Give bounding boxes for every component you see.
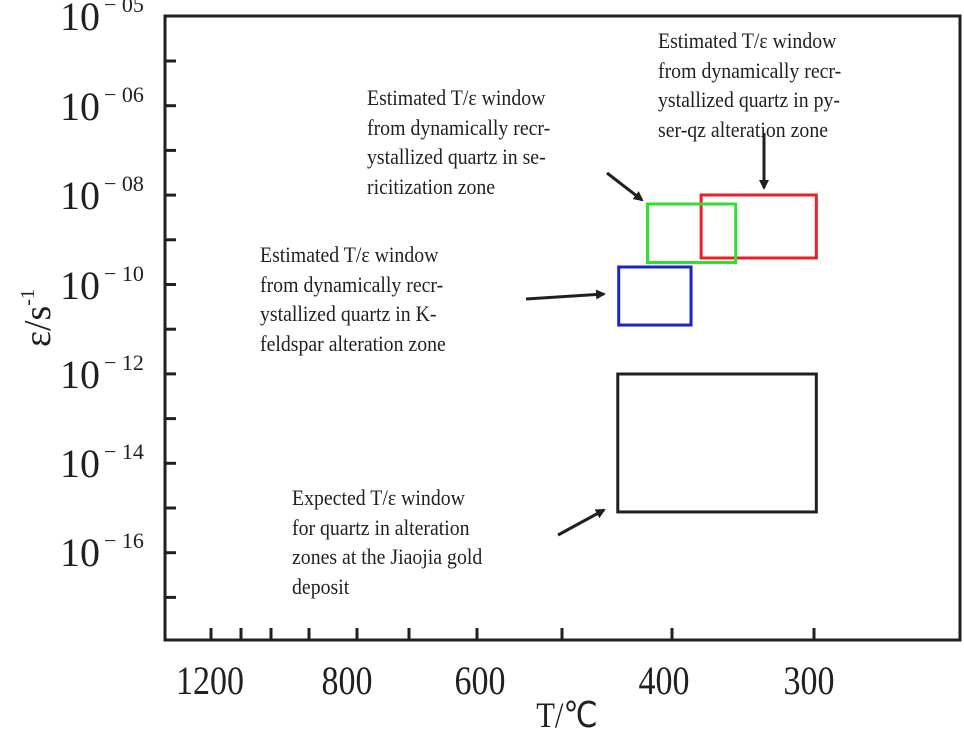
window-rect-2 — [617, 265, 693, 327]
annotation-line: from dynamically recr- — [658, 57, 842, 83]
annotation-line: ystallized quartz in se- — [367, 144, 546, 169]
annotation-line: Estimated T/ε window — [367, 85, 546, 110]
annotation-line: for quartz in alteration — [292, 514, 470, 540]
arrow-kfeldspar — [525, 289, 606, 301]
y-tick-label: 10− 10 — [60, 261, 144, 308]
annotation-line: deposit — [292, 573, 350, 599]
annotation-line: from dynamically recr- — [367, 114, 551, 140]
window-rect-3 — [616, 372, 818, 514]
x-axis-label: T/℃ — [536, 696, 598, 730]
y-tick-label: 10− 08 — [60, 171, 144, 218]
y-tick-label: 10− 05 — [60, 0, 144, 39]
annotation-kfeldspar: Estimated T/ε window from dynamically re… — [260, 240, 446, 358]
annotation-pyserqz: Estimated T/ε window from dynamically re… — [658, 26, 841, 144]
annotation-sericitization: Estimated T/ε window from dynamically re… — [367, 83, 550, 201]
annotation-line: Expected T/ε window — [292, 485, 465, 510]
x-tick-label: 400 — [639, 660, 690, 704]
annotation-line: Estimated T/ε window — [658, 28, 837, 53]
window-rect-1 — [646, 202, 738, 264]
y-axis-label: ε/s-1 — [17, 289, 59, 347]
arrow-sericitization — [606, 171, 644, 202]
x-tick-label: 1200 — [176, 660, 244, 704]
annotation-line: Estimated T/ε window — [260, 242, 439, 267]
x-tick-label: 800 — [322, 660, 373, 704]
x-tick-label: 300 — [784, 660, 835, 704]
annotation-expected: Expected T/ε window for quartz in altera… — [292, 483, 482, 601]
annotation-line: ser-qz alteration zone — [658, 116, 829, 142]
annotation-line: ystallized quartz in K- — [260, 301, 437, 326]
y-tick-label: 10− 16 — [60, 528, 144, 575]
annotation-line: from dynamically recr- — [260, 271, 444, 297]
window-rect-0 — [699, 193, 818, 260]
annotation-line: ystallized quartz in py- — [658, 87, 840, 112]
arrow-expected — [557, 508, 606, 537]
annotation-line: zones at the Jiaojia gold — [292, 544, 483, 569]
annotation-line: ricitization zone — [367, 173, 496, 199]
x-tick-label: 600 — [455, 660, 506, 704]
y-tick-label: 10− 12 — [60, 350, 144, 397]
annotation-line: feldspar alteration zone — [260, 330, 446, 356]
y-tick-label: 10− 06 — [60, 82, 144, 129]
y-tick-label: 10− 14 — [60, 439, 144, 486]
